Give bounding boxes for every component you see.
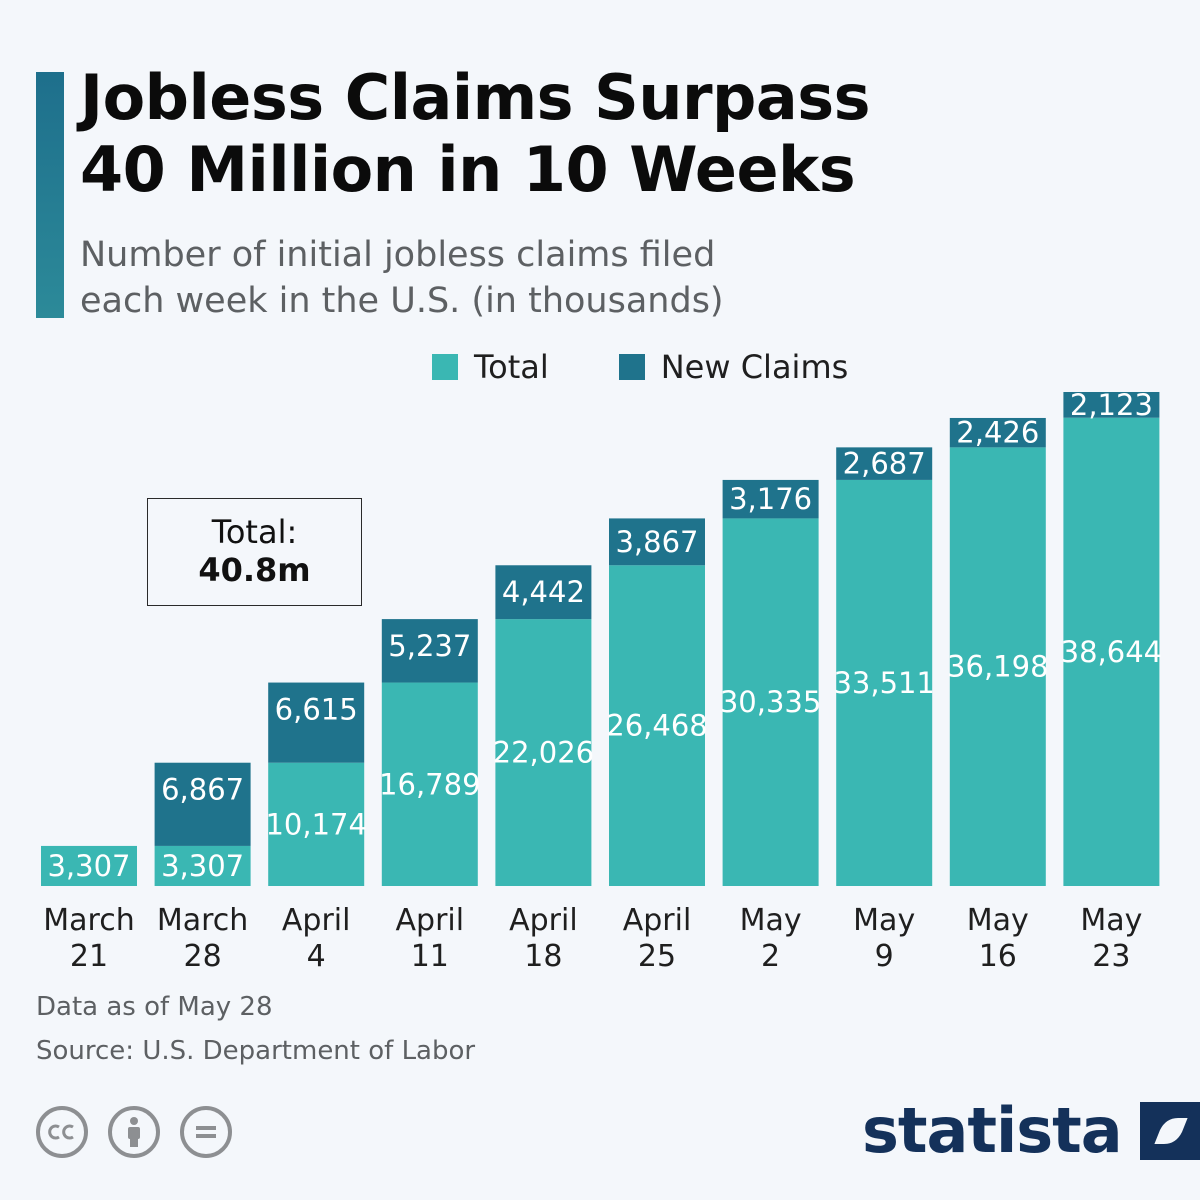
- x-tick-label: 28: [184, 939, 222, 974]
- chart-subtitle: Number of initial jobless claims filed e…: [80, 232, 724, 324]
- x-tick-label: 23: [1092, 939, 1130, 974]
- data-label-new-claims: 2,687: [843, 447, 926, 481]
- data-label-new-claims: 2,426: [956, 416, 1039, 450]
- x-tick-label: March: [157, 903, 248, 938]
- data-label-new-claims: 2,123: [1070, 388, 1153, 422]
- bar-total: [41, 845, 137, 886]
- chart-legend: Total New Claims: [432, 348, 918, 386]
- x-tick-label: 25: [638, 939, 676, 974]
- data-label-total: 38,644: [1061, 635, 1162, 669]
- bar-total: [609, 565, 705, 886]
- x-tick-label: 18: [524, 939, 562, 974]
- data-label-total: 30,335: [720, 685, 821, 719]
- license-icons: [36, 1106, 252, 1158]
- bar-new-claims: [495, 565, 592, 620]
- no-derivatives-icon[interactable]: [180, 1106, 232, 1158]
- total-callout: Total: 40.8m: [147, 498, 362, 606]
- bar-new-claims: [381, 619, 478, 683]
- data-label-new-claims: 3,176: [729, 482, 812, 516]
- title-line-2: 40 Million in 10 Weeks: [80, 133, 856, 206]
- bar-total: [495, 619, 592, 886]
- x-tick-label: May: [967, 903, 1029, 938]
- bar-new-claims: [722, 479, 819, 519]
- x-tick-label: 4: [307, 939, 326, 974]
- legend-item-new-claims: New Claims: [618, 348, 849, 386]
- bar-new-claims: [949, 417, 1046, 448]
- data-label-total: 3,307: [47, 849, 130, 883]
- data-label-total: 33,511: [833, 666, 934, 700]
- legend-swatch-total: [432, 354, 458, 380]
- x-tick-label: 9: [875, 939, 894, 974]
- bar-total: [722, 518, 819, 886]
- x-tick-label: May: [1080, 903, 1142, 938]
- data-label-new-claims: 5,237: [388, 629, 471, 663]
- x-tick-label: April: [623, 903, 692, 938]
- data-date-note: Data as of May 28: [36, 992, 273, 1022]
- bar-total: [268, 762, 365, 886]
- bar-new-claims: [268, 682, 365, 763]
- x-tick-label: May: [853, 903, 915, 938]
- bar-new-claims: [154, 762, 251, 846]
- legend-swatch-new-claims: [618, 354, 645, 380]
- bar-total: [1063, 417, 1160, 886]
- bar-total: [381, 682, 478, 886]
- cc-icon[interactable]: [36, 1106, 88, 1158]
- bar-new-claims: [1063, 392, 1160, 418]
- x-tick-label: March: [43, 903, 134, 938]
- statista-mark-icon: [1139, 1101, 1200, 1160]
- x-tick-label: 11: [411, 939, 449, 974]
- x-tick-label: 16: [979, 939, 1017, 974]
- x-tick-label: April: [509, 903, 578, 938]
- brand-name: statista: [862, 1094, 1123, 1167]
- subtitle-line-1: Number of initial jobless claims filed: [80, 235, 716, 275]
- data-label-total: 26,468: [606, 709, 707, 743]
- x-tick-label: May: [740, 903, 802, 938]
- callout-label: Total:: [211, 513, 298, 551]
- chart-title: Jobless Claims Surpass 40 Million in 10 …: [80, 61, 871, 206]
- source-note: Source: U.S. Department of Labor: [36, 1036, 476, 1066]
- bar-total: [836, 479, 933, 886]
- bar-total: [154, 845, 251, 886]
- callout-value: 40.8m: [198, 551, 311, 589]
- subtitle-line-2: each week in the U.S. (in thousands): [80, 281, 724, 321]
- statista-logo[interactable]: statista: [862, 1094, 1200, 1167]
- legend-label-total: Total: [474, 348, 549, 386]
- data-label-new-claims: 6,867: [161, 773, 244, 807]
- legend-item-total: Total: [432, 348, 549, 386]
- bar-total: [949, 447, 1046, 886]
- bar-new-claims: [609, 518, 705, 566]
- data-label-total: 16,789: [379, 767, 480, 801]
- legend-label-new-claims: New Claims: [660, 348, 849, 386]
- data-label-new-claims: 6,615: [275, 693, 358, 727]
- attribution-icon[interactable]: [108, 1106, 160, 1158]
- x-tick-label: April: [282, 903, 351, 938]
- data-label-total: 3,307: [161, 849, 244, 883]
- data-label-total: 22,026: [493, 736, 594, 770]
- data-label-new-claims: 3,867: [615, 525, 698, 559]
- title-line-1: Jobless Claims Surpass: [80, 61, 871, 134]
- bar-chart: 3,307March216,8673,307March286,61510,174…: [41, 388, 1162, 974]
- x-tick-label: 21: [70, 939, 108, 974]
- x-tick-label: 2: [761, 939, 780, 974]
- x-tick-label: April: [396, 903, 465, 938]
- accent-bar: [36, 72, 64, 318]
- data-label-new-claims: 4,442: [502, 575, 585, 609]
- bar-new-claims: [836, 447, 933, 480]
- data-label-total: 36,198: [947, 650, 1048, 684]
- data-label-total: 10,174: [265, 807, 366, 841]
